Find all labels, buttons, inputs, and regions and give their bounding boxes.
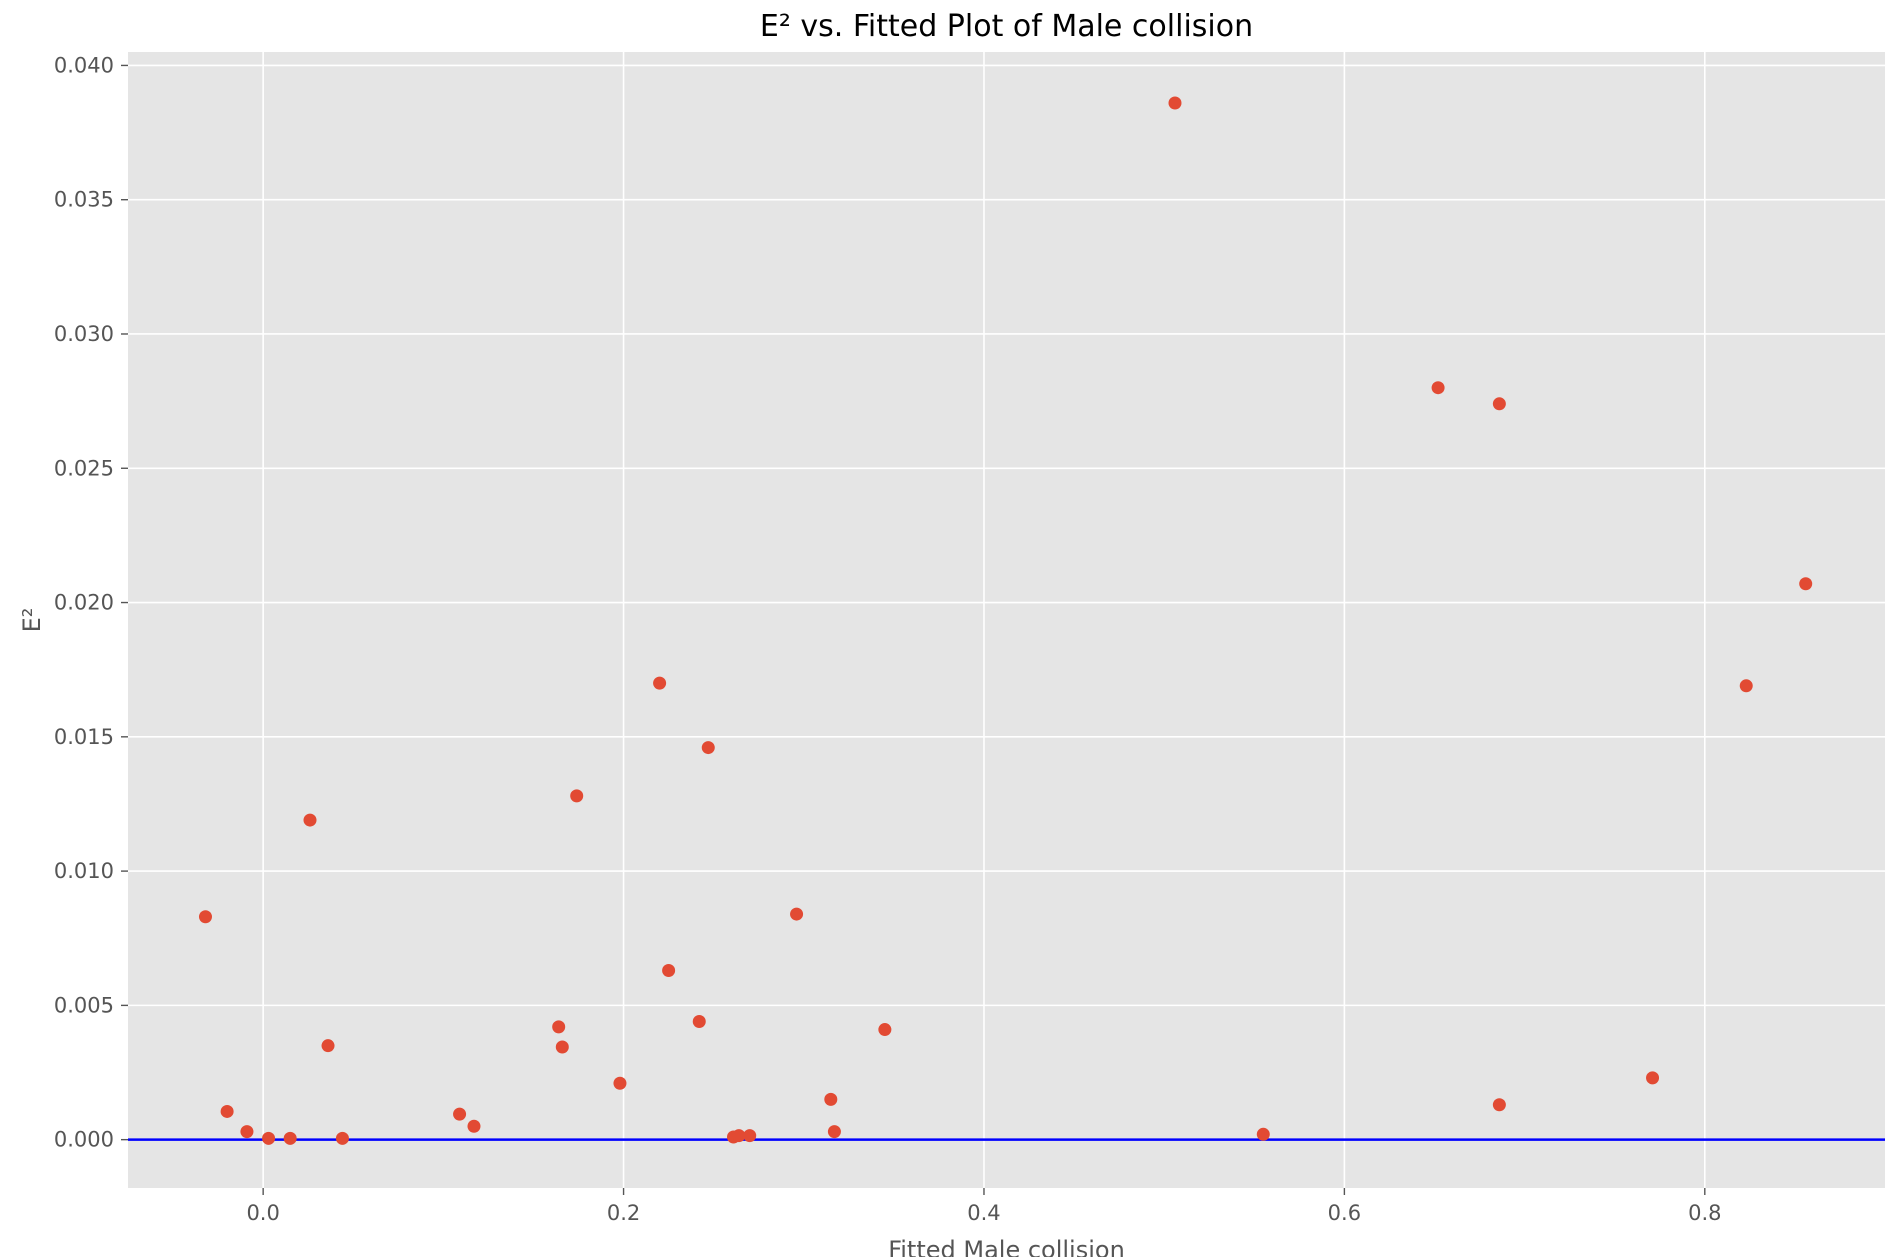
x-tick-label: 0.6 xyxy=(1328,1201,1361,1225)
scatter-point xyxy=(1168,96,1182,110)
scatter-point xyxy=(613,1076,627,1090)
scatter-point xyxy=(220,1104,234,1118)
data-points xyxy=(198,96,1813,1145)
scatter-point xyxy=(283,1131,297,1145)
scatter-point xyxy=(732,1129,746,1143)
scatter-point xyxy=(1431,381,1445,395)
scatter-point xyxy=(453,1107,467,1121)
scatter-point xyxy=(1799,577,1813,591)
x-axis-label: Fitted Male collision xyxy=(888,1236,1125,1257)
scatter-point xyxy=(824,1092,838,1106)
x-tick-label: 0.8 xyxy=(1688,1201,1721,1225)
y-tick-label: 0.020 xyxy=(54,591,114,615)
scatter-point xyxy=(552,1020,566,1034)
scatter-point xyxy=(335,1131,349,1145)
scatter-point xyxy=(1256,1127,1270,1141)
scatter-point xyxy=(653,676,667,690)
scatter-point xyxy=(878,1023,892,1037)
y-axis-label: E² xyxy=(18,608,46,633)
scatter-point xyxy=(743,1129,757,1143)
scatter-point xyxy=(240,1125,254,1139)
plot-area xyxy=(128,52,1885,1188)
y-tick-label: 0.030 xyxy=(54,322,114,346)
scatter-point xyxy=(198,910,212,924)
y-tick-label: 0.025 xyxy=(54,456,114,480)
scatter-point xyxy=(662,963,676,977)
y-tick-label: 0.040 xyxy=(54,53,114,77)
x-tick-label: 0.4 xyxy=(967,1201,1000,1225)
y-tick-label: 0.035 xyxy=(54,188,114,212)
x-axis-ticks: 0.0 0.2 0.4 0.6 0.8 xyxy=(246,1188,1721,1225)
y-tick-label: 0.010 xyxy=(54,859,114,883)
scatter-point xyxy=(1739,679,1753,693)
scatter-point xyxy=(790,907,804,921)
scatter-point xyxy=(1646,1071,1660,1085)
scatter-point xyxy=(692,1014,706,1028)
x-tick-label: 0.0 xyxy=(246,1201,279,1225)
chart-title: E² vs. Fitted Plot of Male collision xyxy=(760,9,1253,44)
scatter-point xyxy=(467,1119,481,1133)
scatter-point xyxy=(1492,1098,1506,1112)
y-tick-label: 0.015 xyxy=(54,725,114,749)
y-tick-label: 0.005 xyxy=(54,993,114,1017)
scatter-point xyxy=(827,1125,841,1139)
y-axis-ticks: 0.000 0.005 0.010 0.015 0.020 0.025 0.030 0.035… xyxy=(54,53,128,1152)
scatter-point xyxy=(555,1040,569,1054)
scatter-point xyxy=(303,813,317,827)
scatter-point xyxy=(321,1039,335,1053)
scatter-point xyxy=(1492,397,1506,411)
x-tick-label: 0.2 xyxy=(607,1201,640,1225)
y-tick-label: 0.000 xyxy=(54,1128,114,1152)
scatter-point xyxy=(570,789,584,803)
scatter-point xyxy=(262,1131,276,1145)
scatter-point xyxy=(701,741,715,755)
